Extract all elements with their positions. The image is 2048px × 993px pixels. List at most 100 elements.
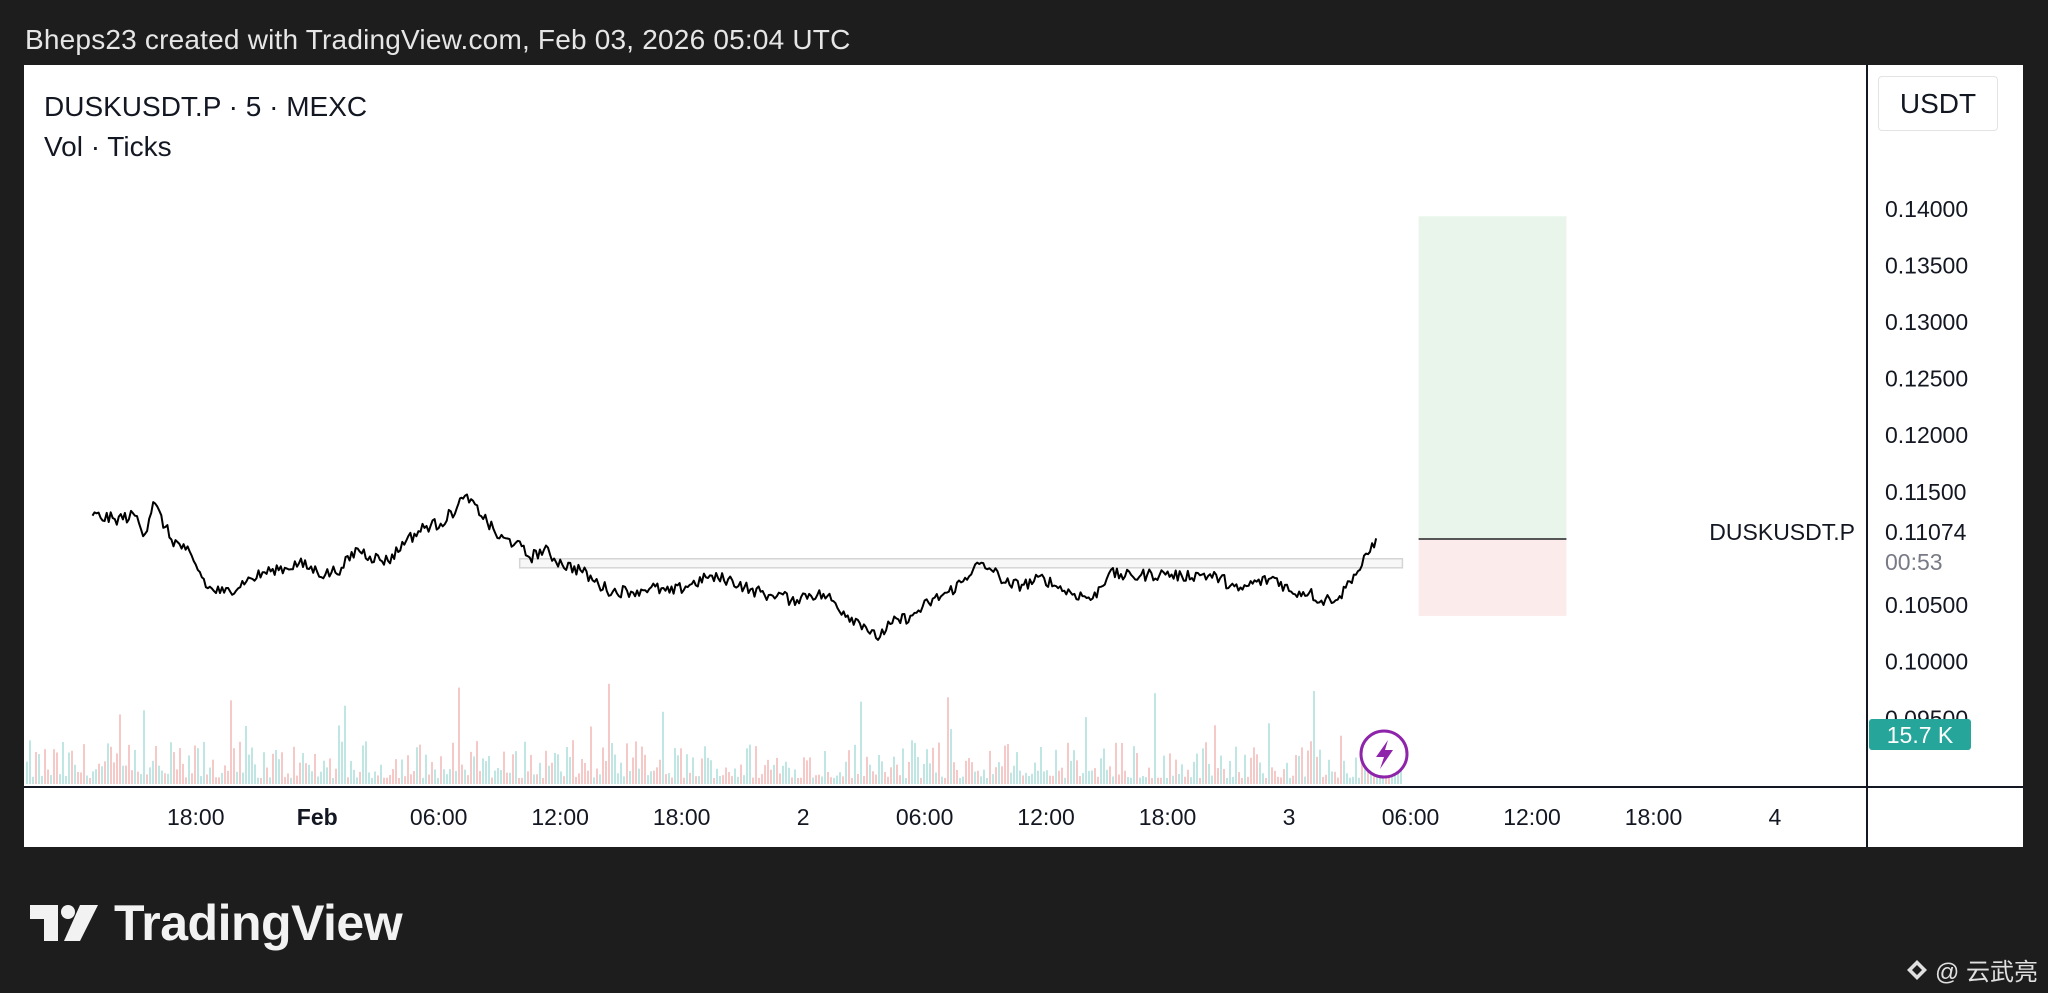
- volume-bar: [53, 749, 55, 784]
- volume-bar: [1337, 777, 1339, 784]
- volume-bar: [1175, 759, 1177, 784]
- volume-bar: [137, 771, 139, 784]
- price-chart[interactable]: 0.14000 0.13500 0.13000 0.12500 0.12000 0.115…: [24, 65, 2023, 847]
- volume-bar: [929, 763, 931, 784]
- volume-bar: [644, 754, 646, 784]
- volume-bar: [1196, 753, 1198, 784]
- volume-bar: [776, 757, 778, 784]
- tradingview-brand: TradingView: [28, 894, 403, 952]
- volume-bar: [584, 762, 586, 784]
- volume-bar: [683, 777, 685, 784]
- volume-bar: [1343, 760, 1345, 784]
- volume-bar: [650, 771, 652, 784]
- volume-bar: [803, 757, 805, 784]
- volume-bar: [974, 771, 976, 784]
- volume-bar: [641, 746, 643, 784]
- volume-bar: [1349, 777, 1351, 784]
- volume-bar: [1253, 747, 1255, 784]
- volume-bar: [734, 768, 736, 784]
- volume-bar: [359, 771, 361, 784]
- volume-bar: [479, 770, 481, 784]
- volume-study-title[interactable]: Vol · Ticks: [44, 131, 172, 162]
- support-zone-rectangle[interactable]: [518, 558, 1404, 569]
- volume-bar: [1001, 766, 1003, 784]
- volume-bar: [350, 761, 352, 784]
- x-axis-tick-label: 3: [1283, 804, 1296, 830]
- volume-bar: [626, 743, 628, 784]
- volume-bar: [848, 750, 850, 784]
- volume-bar: [797, 778, 799, 784]
- last-price-symbol-label: DUSKUSDT.P: [1709, 519, 1855, 545]
- volume-bar: [140, 774, 142, 784]
- volume-bar: [170, 742, 172, 784]
- volume-bar: [1265, 777, 1267, 784]
- volume-bar: [152, 760, 154, 784]
- volume-bar: [581, 758, 583, 784]
- volume-bar: [893, 756, 895, 784]
- volume-bar: [662, 711, 664, 784]
- chart-caption: Bheps23 created with TradingView.com, Fe…: [25, 24, 851, 55]
- volume-bar: [272, 753, 274, 784]
- volume-bar: [872, 771, 874, 784]
- volume-bar: [746, 748, 748, 784]
- volume-bar: [890, 767, 892, 784]
- price-line-series[interactable]: [91, 493, 1378, 641]
- volume-bar: [425, 754, 427, 784]
- volume-bar: [1214, 725, 1216, 784]
- volume-bar: [347, 777, 349, 784]
- volume-bar: [1100, 758, 1102, 784]
- volume-bar: [800, 777, 802, 784]
- volume-bar: [806, 760, 808, 784]
- stop-loss-zone[interactable]: [1418, 539, 1567, 616]
- volume-bar: [509, 772, 511, 784]
- volume-bar: [527, 771, 529, 784]
- volume-bar: [1250, 757, 1252, 784]
- volume-bar: [1055, 749, 1057, 784]
- volume-bar: [536, 774, 538, 784]
- volume-bar: [695, 776, 697, 784]
- volume-bar: [680, 748, 682, 784]
- volume-bar: [977, 770, 979, 784]
- volume-bar: [428, 774, 430, 784]
- volume-bar: [545, 750, 547, 784]
- volume-bar: [911, 740, 913, 784]
- volume-bar: [392, 769, 394, 784]
- volume-bar: [677, 755, 679, 784]
- volume-bar: [44, 749, 46, 784]
- currency-selector[interactable]: USDT: [1878, 76, 1998, 131]
- volume-bar: [569, 757, 571, 784]
- volume-bar: [635, 741, 637, 784]
- volume-bar: [686, 754, 688, 784]
- volume-bar: [533, 774, 535, 784]
- volume-bar: [80, 772, 82, 784]
- volume-bar: [512, 754, 514, 784]
- volume-bar: [83, 744, 85, 784]
- volume-bar: [356, 777, 358, 784]
- volume-bar: [1166, 777, 1168, 784]
- symbol-title[interactable]: DUSKUSDT.P · 5 · MEXC: [44, 91, 368, 122]
- volume-bar: [902, 748, 904, 784]
- volume-bar: [98, 763, 100, 784]
- volume-bar: [1280, 777, 1282, 784]
- volume-bar: [980, 776, 982, 784]
- volume-bar: [716, 768, 718, 784]
- volume-bar: [299, 762, 301, 784]
- x-axis-tick-label: 06:00: [1382, 804, 1440, 830]
- chart-panel[interactable]: 0.14000 0.13500 0.13000 0.12500 0.12000 0.115…: [24, 65, 2023, 847]
- volume-bar: [128, 744, 130, 784]
- volume-bar: [542, 777, 544, 784]
- volume-bar: [701, 758, 703, 784]
- volume-bar: [1061, 767, 1063, 784]
- volume-bar: [1310, 741, 1312, 784]
- volume-bar: [221, 772, 223, 784]
- volume-bar: [89, 777, 91, 784]
- volume-bar: [785, 761, 787, 784]
- volume-bar: [92, 771, 94, 784]
- profit-target-zone[interactable]: [1418, 216, 1567, 540]
- volume-bar: [188, 755, 190, 784]
- volume-bar: [293, 746, 295, 784]
- volume-bar: [944, 777, 946, 784]
- volume-bar: [1187, 769, 1189, 784]
- volume-bar: [437, 777, 439, 784]
- volume-bar: [176, 769, 178, 784]
